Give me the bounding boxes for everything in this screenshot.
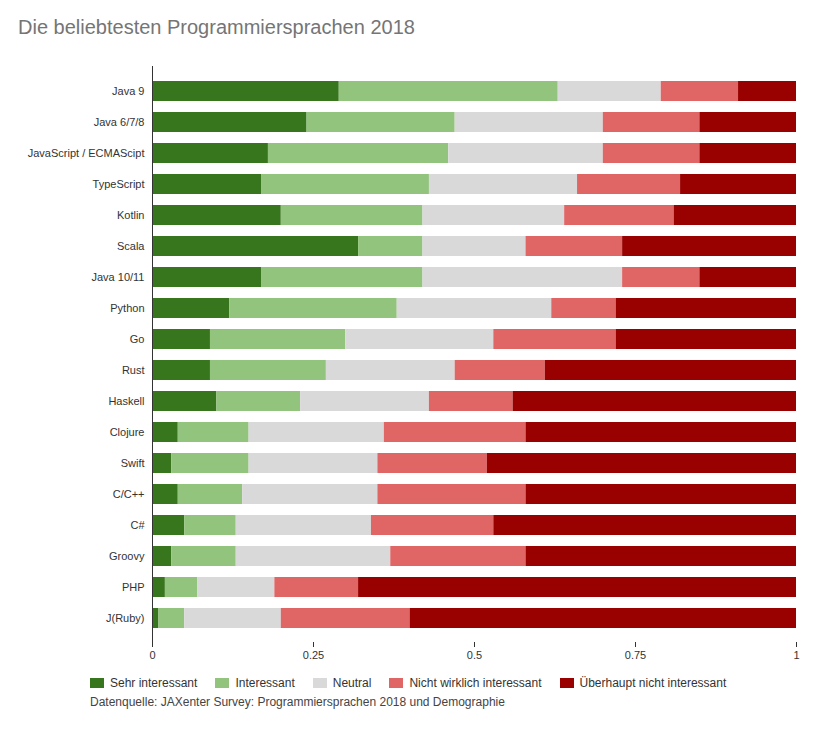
- html-text:Datenquelle: JAXenter Survey:: Datenquelle: JAXenter Survey: Programmie…: [90, 695, 505, 709]
- svg-text:C#: C#: [130, 519, 145, 531]
- svg-text:Haskell: Haskell: [108, 395, 144, 407]
- html-text:Neutral: Neutral: [332, 676, 372, 690]
- svg-text:Java 10/11: Java 10/11: [91, 271, 144, 283]
- svg-text:PHP: PHP: [122, 581, 145, 593]
- svg-text:TypeScript: TypeScript: [93, 178, 145, 190]
- svg-text:Rust: Rust: [122, 364, 145, 376]
- svg-text:0.5: 0.5: [467, 649, 482, 661]
- svg-text:Groovy: Groovy: [109, 550, 145, 562]
- html-text:Nicht wirklich interessant: Nicht wirklich interessant: [409, 676, 542, 690]
- svg-text:C/C++: C/C++: [113, 488, 145, 500]
- svg-text:Java 9: Java 9: [112, 85, 144, 97]
- svg-text:0.25: 0.25: [303, 649, 324, 661]
- svg-text:Swift: Swift: [121, 457, 145, 469]
- svg-text:1: 1: [793, 649, 799, 661]
- svg-text:Java 6/7/8: Java 6/7/8: [94, 116, 145, 128]
- svg-text:Go: Go: [130, 333, 145, 345]
- svg-text:Kotlin: Kotlin: [117, 209, 145, 221]
- svg-text:Python: Python: [110, 302, 144, 314]
- html-text:Die beliebtesten Programmiersp: Die beliebtesten Programmiersprachen 201…: [18, 16, 415, 38]
- svg-text:Clojure: Clojure: [110, 426, 145, 438]
- svg-text:Scala: Scala: [117, 240, 145, 252]
- svg-text:J(Ruby): J(Ruby): [106, 612, 145, 624]
- svg-text:JavaScript / ECMAScipt: JavaScript / ECMAScipt: [28, 147, 145, 159]
- svg-text:0: 0: [149, 649, 155, 661]
- svg-text:0.75: 0.75: [625, 649, 646, 661]
- html-text:Überhaupt nicht interessant: Überhaupt nicht interessant: [579, 676, 727, 690]
- html-text:Sehr interessant: Sehr interessant: [110, 676, 198, 690]
- html-text:Interessant: Interessant: [235, 676, 295, 690]
